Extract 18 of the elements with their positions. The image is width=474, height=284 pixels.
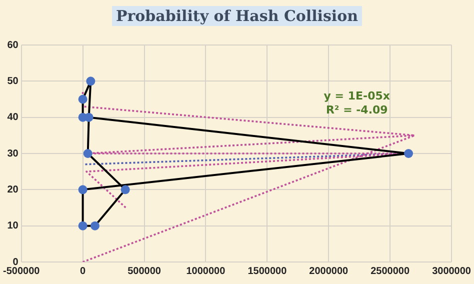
y-tick-label: 30 xyxy=(7,148,19,160)
annotation: R² = -4.09 xyxy=(326,103,388,116)
x-tick-label: 1500000 xyxy=(248,266,288,277)
y-tick-label: 50 xyxy=(7,76,19,87)
y-tick-label: 0 xyxy=(12,256,19,268)
chart-title: Probability of Hash Collision xyxy=(112,6,362,26)
x-tick-label: 1000000 xyxy=(186,266,226,277)
x-tick-label: -500000 xyxy=(3,266,40,277)
y-tick-label: 10 xyxy=(7,220,19,232)
x-tick-label: 2500000 xyxy=(370,266,410,277)
y-tick-label: 40 xyxy=(7,112,19,124)
x-tick-label: 500000 xyxy=(128,266,162,277)
annotation: y = 1E-05x xyxy=(324,89,390,102)
x-tick-label: 3000000 xyxy=(432,266,472,277)
x-tick-label: 2000000 xyxy=(309,266,349,277)
x-tick-label: 0 xyxy=(80,266,86,277)
y-tick-label: 20 xyxy=(7,184,19,196)
y-tick-label: 60 xyxy=(7,40,19,51)
